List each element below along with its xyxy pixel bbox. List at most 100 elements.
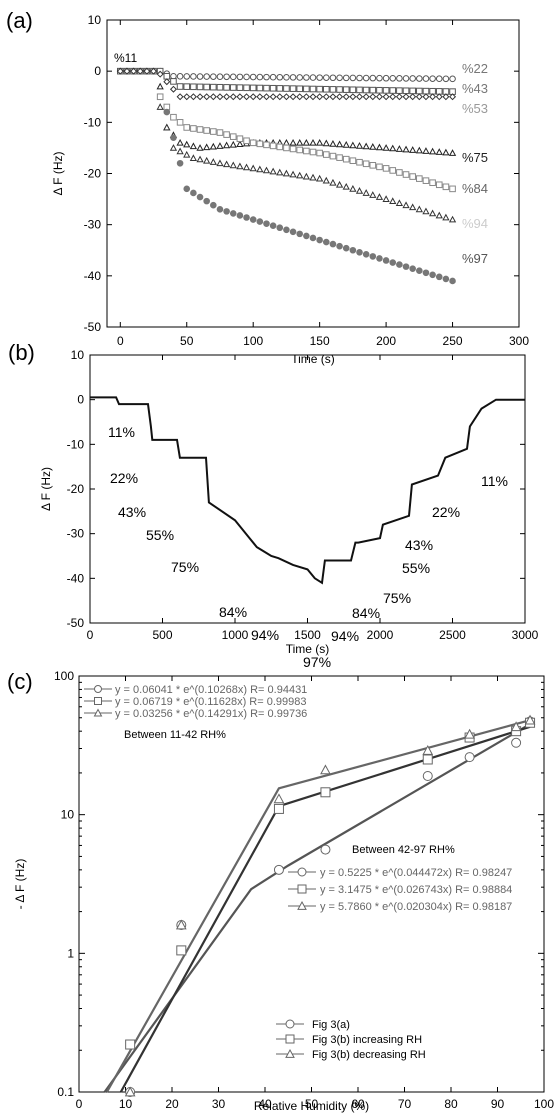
x-tick-label: 20 — [165, 1097, 179, 1111]
response-line — [90, 396, 525, 585]
data-point — [316, 149, 323, 157]
data-point — [203, 197, 210, 205]
data-point — [189, 93, 197, 101]
data-point — [223, 93, 231, 101]
data-point — [169, 144, 178, 151]
rh-annotation: 75% — [171, 559, 199, 575]
data-point — [449, 185, 456, 193]
data-point — [329, 178, 337, 186]
data-point — [309, 138, 317, 146]
data-point — [150, 67, 158, 75]
data-point — [382, 87, 390, 94]
fit-equation: y = 0.06719 * e^(0.11628x) R= 0.99983 — [115, 696, 307, 708]
data-point — [320, 844, 331, 855]
data-point — [389, 197, 397, 205]
data-point — [322, 93, 330, 101]
data-point — [236, 140, 244, 147]
data-point — [256, 140, 264, 148]
data-point — [276, 73, 284, 81]
data-point — [435, 148, 443, 155]
data-point — [176, 93, 184, 101]
data-point — [289, 74, 297, 81]
y-tick-label: -20 — [67, 482, 85, 496]
data-point — [402, 93, 410, 101]
rh-annotation: 43% — [118, 504, 146, 520]
data-point — [349, 93, 357, 101]
data-point — [415, 93, 423, 101]
data-point — [203, 156, 211, 164]
series-label: %94 — [462, 216, 488, 231]
y-tick-label: -10 — [67, 437, 85, 451]
y-tick-label: -40 — [84, 269, 102, 283]
data-point — [362, 93, 370, 101]
data-point — [263, 84, 270, 92]
data-point — [442, 183, 450, 191]
x-tick-label: 250 — [443, 334, 463, 348]
data-point — [249, 73, 257, 81]
data-point — [442, 275, 450, 283]
rh-annotation: 84% — [352, 605, 380, 621]
data-point — [249, 84, 257, 92]
data-point — [289, 138, 297, 146]
rh-annotation: 22% — [432, 504, 460, 520]
data-point — [273, 793, 285, 804]
data-point — [289, 145, 297, 153]
data-point — [190, 125, 197, 132]
data-point — [435, 211, 443, 219]
data-point — [429, 87, 436, 95]
data-point — [342, 244, 350, 252]
data-point — [349, 86, 357, 94]
data-point — [196, 83, 204, 91]
data-point — [429, 75, 436, 82]
data-point — [223, 208, 230, 215]
x-tick-label: 10 — [119, 1097, 133, 1111]
y-tick-label: 10 — [88, 13, 102, 27]
rh-annotation: 94% — [251, 627, 279, 643]
data-point — [189, 142, 198, 150]
x-tick-label: 100 — [243, 334, 263, 348]
data-point — [349, 157, 357, 165]
data-point — [349, 246, 357, 254]
data-point — [389, 167, 397, 174]
data-point — [176, 147, 184, 155]
data-point — [216, 142, 224, 149]
data-point — [362, 86, 370, 94]
data-point — [428, 147, 437, 155]
x-tick-label: 500 — [152, 628, 172, 642]
data-point — [389, 259, 397, 266]
panel-b-frame — [89, 354, 526, 624]
data-point — [123, 67, 131, 75]
y-tick-label: -40 — [67, 571, 85, 585]
data-point — [276, 143, 284, 151]
data-point — [223, 73, 230, 81]
data-point — [170, 113, 177, 121]
data-point — [289, 85, 297, 92]
data-point — [183, 124, 191, 131]
data-point — [229, 140, 237, 148]
data-point — [169, 85, 177, 93]
data-point — [209, 158, 217, 165]
data-point — [416, 175, 423, 182]
data-point — [309, 74, 317, 81]
data-point — [190, 83, 197, 91]
data-point — [336, 74, 343, 82]
data-point — [170, 78, 177, 85]
data-point — [356, 93, 364, 101]
data-point — [396, 169, 403, 176]
data-point — [273, 864, 284, 875]
data-point — [396, 261, 403, 268]
data-point — [309, 234, 317, 242]
data-point — [176, 119, 184, 126]
data-point — [183, 73, 191, 80]
data-point — [369, 253, 377, 260]
data-point — [196, 126, 204, 133]
data-point — [396, 87, 403, 94]
data-point — [296, 85, 304, 93]
data-point — [236, 93, 244, 101]
data-point — [336, 86, 343, 93]
data-point — [369, 74, 377, 82]
data-point — [435, 93, 443, 101]
data-point — [249, 216, 257, 223]
data-point — [156, 103, 164, 110]
panel-b-label: (b) — [8, 340, 35, 365]
